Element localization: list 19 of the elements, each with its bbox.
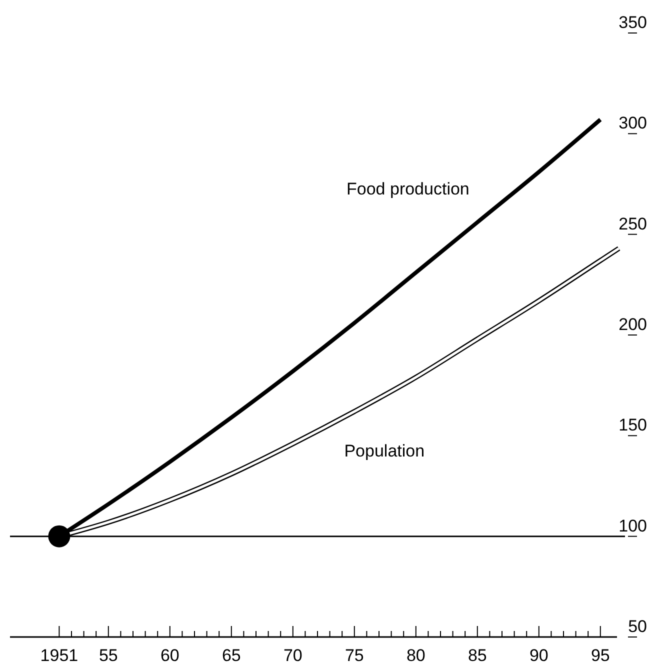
x-tick-label: 65 xyxy=(222,646,241,665)
x-tick-label: 70 xyxy=(283,646,302,665)
y-tick-label: 50 xyxy=(628,617,647,636)
x-tick-label: 75 xyxy=(344,646,364,665)
x-tick-label: 95 xyxy=(590,646,610,665)
y-tick-label: 100 xyxy=(618,516,647,536)
x-tick-label: 85 xyxy=(468,646,487,665)
x-tick-label: 1951 xyxy=(40,646,78,665)
x-tick-label: 55 xyxy=(98,646,118,665)
y-tick-label: 250 xyxy=(618,214,647,234)
x-tick-label: 80 xyxy=(406,646,426,665)
y-tick-label: 200 xyxy=(618,315,647,334)
series-label: Population xyxy=(344,442,425,461)
y-tick-label: 150 xyxy=(618,416,647,435)
y-tick-label: 350 xyxy=(618,13,647,32)
y-tick-label: 300 xyxy=(618,114,647,133)
x-tick-label: 90 xyxy=(529,646,548,665)
x-tick-label: 60 xyxy=(160,646,180,665)
series-label: Food production xyxy=(346,179,470,198)
